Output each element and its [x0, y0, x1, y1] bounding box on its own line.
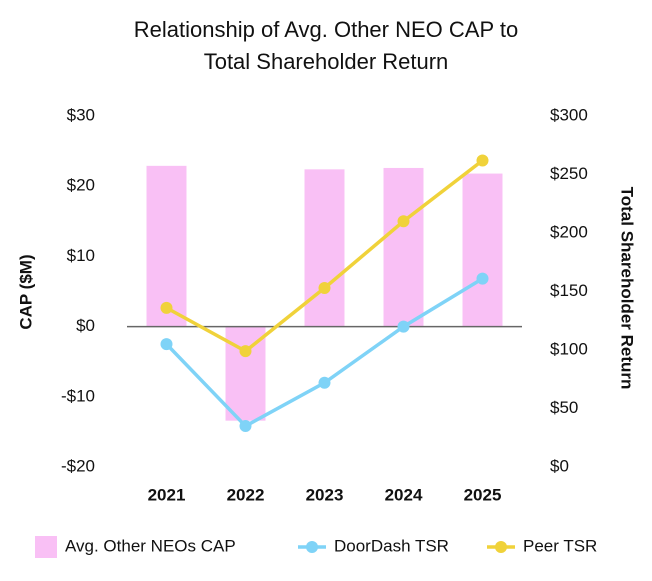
legend-label: Peer TSR — [523, 536, 597, 555]
point — [318, 281, 331, 294]
y-tick-label: $10 — [67, 246, 95, 265]
y-tick-label: -$10 — [61, 386, 95, 405]
chart-subtitle: Total Shareholder Return — [204, 49, 449, 74]
point — [160, 301, 173, 314]
bar — [146, 165, 187, 327]
bar — [462, 173, 503, 327]
y-tick-label: $30 — [67, 105, 95, 124]
y2-tick-label: $150 — [550, 281, 588, 300]
y-tick-label: -$20 — [61, 456, 95, 475]
x-tick-label: 2023 — [306, 485, 344, 504]
legend-swatch — [35, 536, 57, 558]
y2-tick-label: $250 — [550, 164, 588, 183]
point — [476, 272, 489, 285]
y2-tick-label: $50 — [550, 398, 578, 417]
x-tick-label: 2022 — [227, 485, 265, 504]
point — [476, 154, 489, 167]
point — [160, 338, 173, 351]
legend-label: Avg. Other NEOs CAP — [65, 536, 236, 555]
y-tick-label: $0 — [76, 316, 95, 335]
point — [397, 215, 410, 228]
chart-title: Relationship of Avg. Other NEO CAP to — [134, 17, 518, 42]
x-tick-label: 2021 — [148, 485, 186, 504]
point — [239, 345, 252, 358]
legend-swatch — [306, 541, 318, 553]
bar — [383, 167, 424, 327]
x-tick-label: 2024 — [385, 485, 423, 504]
y2-tick-label: $100 — [550, 339, 588, 358]
y2-tick-label: $200 — [550, 222, 588, 241]
y2-axis-label: Total Shareholder Return — [618, 187, 637, 390]
y-axis-label: CAP ($M) — [16, 254, 35, 329]
y2-tick-label: $0 — [550, 456, 569, 475]
legend-label: DoorDash TSR — [334, 536, 449, 555]
bar — [304, 169, 345, 327]
point — [318, 376, 331, 389]
point — [239, 420, 252, 433]
x-tick-label: 2025 — [464, 485, 502, 504]
legend-swatch — [495, 541, 507, 553]
point — [397, 320, 410, 333]
y2-tick-label: $300 — [550, 105, 588, 124]
y-tick-label: $20 — [67, 176, 95, 195]
